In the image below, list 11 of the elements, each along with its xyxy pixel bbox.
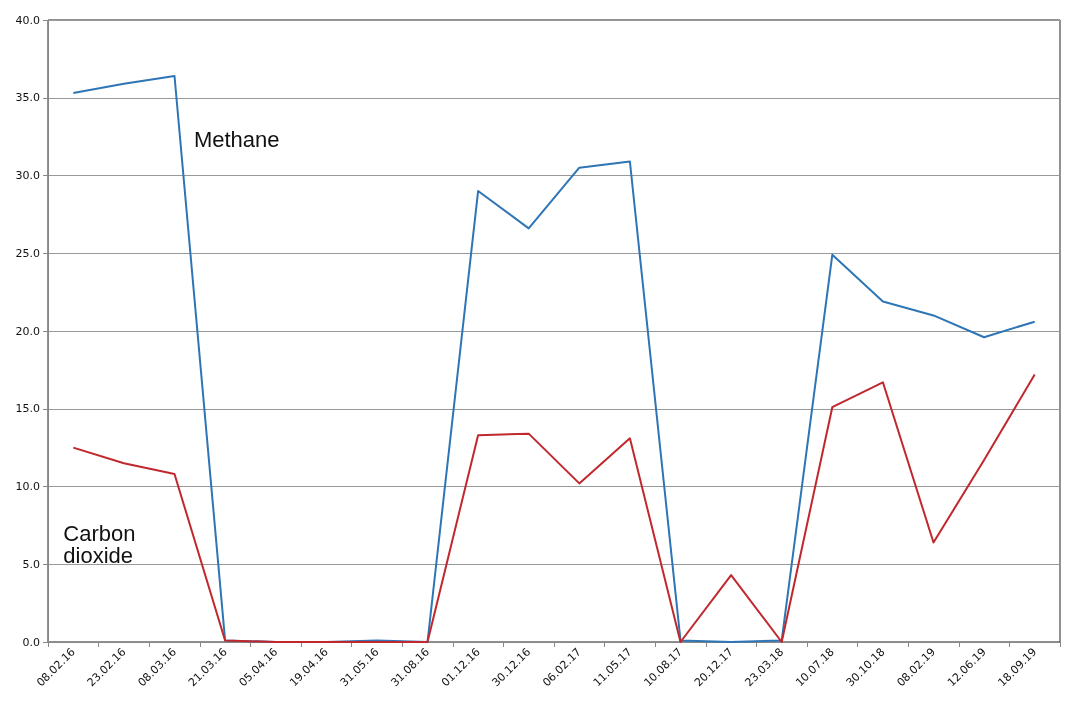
y-tick-label: 15.0 [15,402,40,416]
y-tick-label: 0.0 [22,635,40,649]
y-tick-label: 5.0 [22,557,40,571]
y-tick-label: 25.0 [15,246,40,260]
y-tick-label: 10.0 [15,480,40,493]
y-tick-label: 30.0 [15,169,40,182]
series-label: Methane [193,127,280,153]
y-tick-label: 35.0 [15,91,40,105]
text: Carbon dioxide [63,521,142,569]
y-tick-label: 20.0 [15,324,40,338]
y-tick-label: 40.0 [15,13,40,27]
